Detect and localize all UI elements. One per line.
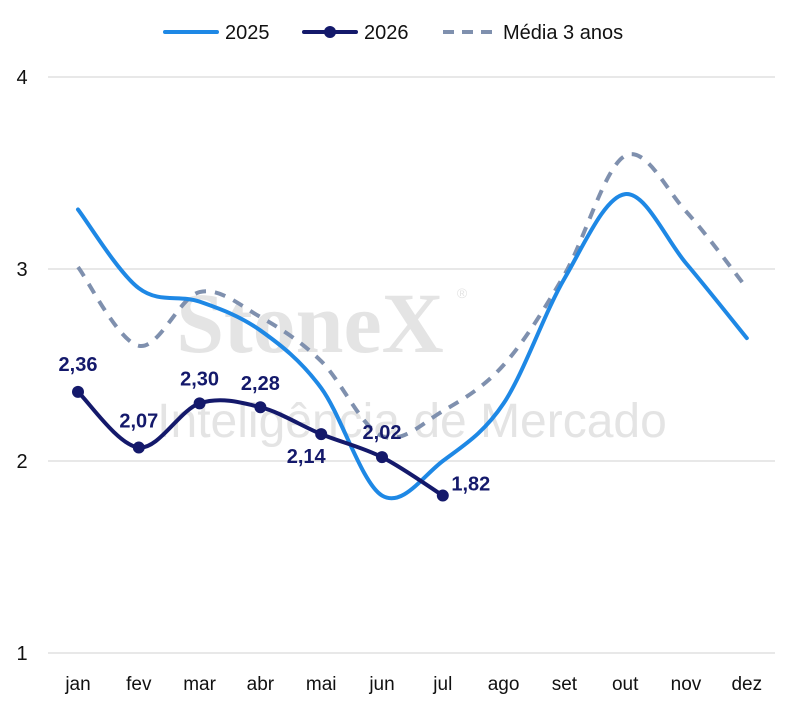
x-tick-label: abr — [247, 674, 275, 695]
x-tick-label: ago — [488, 674, 520, 695]
data-point — [315, 428, 328, 441]
x-tick-label: out — [612, 674, 639, 695]
x-tick-label: jun — [368, 674, 394, 695]
x-tick-label: fev — [126, 674, 152, 695]
x-tick-label: nov — [671, 674, 702, 695]
series-line-2 — [76, 152, 749, 440]
x-tick-label: jan — [64, 674, 90, 695]
data-label: 2,28 — [241, 373, 280, 395]
data-labels: 2,36 2,07 2,30 2,28 2,14 2,02 1,82 — [59, 354, 491, 496]
y-axis-ticks: 1 2 3 4 — [16, 67, 27, 665]
x-tick-label: dez — [731, 674, 762, 695]
data-point — [193, 397, 206, 410]
data-label: 2,36 — [59, 354, 98, 376]
data-label: 2,02 — [363, 422, 402, 444]
y-tick-label: 4 — [16, 67, 27, 89]
data-label: 2,14 — [287, 446, 327, 468]
x-axis-ticks: jan fev mar abr mai jun jul ago set out nov dez — [64, 674, 762, 695]
legend-swatch-marker — [324, 26, 336, 38]
y-tick-label: 2 — [16, 451, 27, 473]
data-point — [436, 489, 449, 502]
data-point — [376, 451, 388, 464]
data-point — [254, 401, 267, 414]
data-label: 1,82 — [451, 474, 490, 496]
y-tick-label: 3 — [16, 259, 27, 281]
data-point — [72, 385, 84, 398]
watermark: StoneX ®Inteligência de Mercado — [157, 275, 667, 448]
data-label: 2,30 — [180, 368, 219, 390]
data-label: 2,07 — [119, 411, 158, 433]
gridlines — [48, 76, 775, 654]
legend-label: 2026 — [364, 22, 409, 44]
data-point — [132, 441, 145, 454]
watermark-registered-mark: ® — [457, 285, 468, 301]
legend-label: 2025 — [225, 22, 270, 44]
watermark-brand: StoneX — [176, 275, 444, 371]
x-tick-label: mar — [183, 674, 216, 695]
y-tick-label: 1 — [16, 643, 27, 665]
x-tick-label: jul — [432, 674, 452, 695]
series-markers — [72, 385, 449, 502]
x-tick-label: mai — [306, 674, 337, 695]
legend: 2025 2026 Média 3 anos — [163, 22, 623, 44]
x-tick-label: set — [552, 674, 578, 695]
legend-label: Média 3 anos — [503, 22, 623, 44]
